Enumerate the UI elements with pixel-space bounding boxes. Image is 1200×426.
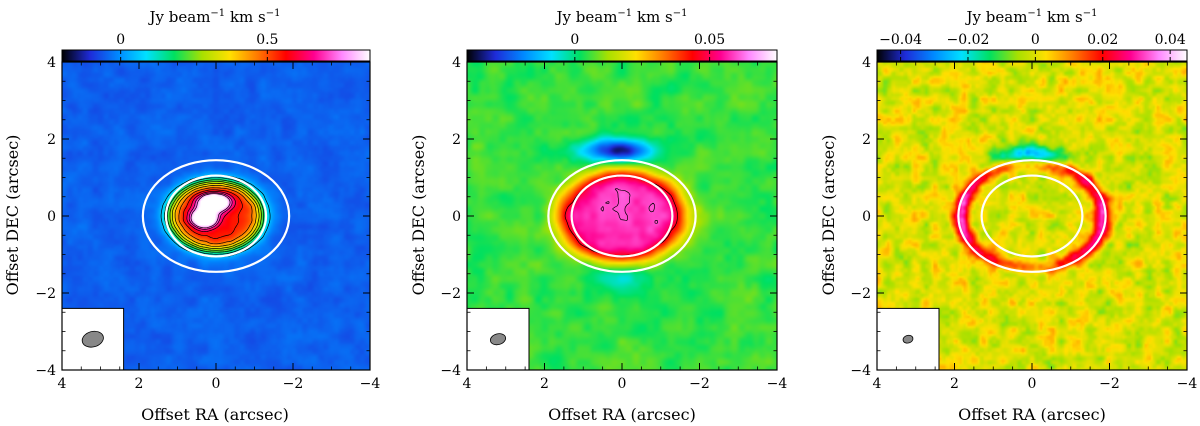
x-tick-label: −4 [360,376,381,392]
y-tick-label: 4 [47,55,56,71]
x-tick-label: 0 [1028,376,1037,392]
x-tick-label: −2 [689,376,710,392]
x-tick-label: 4 [873,376,882,392]
y-tick-label: −4 [35,363,56,379]
y-tick-label: 2 [862,132,871,148]
colorbar [876,49,1188,62]
x-tick-label: −2 [283,376,304,392]
annulus-ellipse-0 [957,159,1107,273]
svg-text:Jy beam−1 km s−1: Jy beam−1 km s−1 [965,8,1098,26]
colorbar-tick-label: 0.5 [256,32,278,48]
beam-ellipse [902,334,914,344]
colorbar [466,49,778,62]
x-tick-label: 4 [58,376,67,392]
colorbar-tick-label: 0 [570,32,579,48]
y-tick-label: −2 [850,286,871,302]
x-tick-label: 2 [135,376,144,392]
colorbar-title: Jy beam−1 km s−1 [148,8,281,26]
svg-text:Jy beam−1 km s−1: Jy beam−1 km s−1 [148,8,281,26]
panel-middle: Jy beam−1 km s−1 Offset RA (arcsec) Offs… [409,8,787,424]
colorbar-tick-label: −0.04 [879,32,922,48]
annulus-ellipse-1 [164,174,268,258]
annulus-ellipse-1 [980,174,1084,258]
y-tick-label: −4 [850,363,871,379]
beam-ellipse [81,330,104,348]
x-axis-label: Offset RA (arcsec) [548,405,696,424]
y-tick-label: 2 [47,132,56,148]
y-axis-label: Offset DEC (arcsec) [409,135,428,296]
x-tick-label: −4 [767,376,788,392]
y-tick-label: −4 [440,363,461,379]
colorbar-tick-label: 0 [116,32,125,48]
panel-left: Jy beam−1 km s−1 Offset RA (arcsec) Offs… [3,8,380,424]
contour-level-4 [172,183,260,249]
y-tick-label: 0 [47,209,56,225]
beam-ellipse [489,333,507,346]
x-tick-label: 2 [540,376,549,392]
x-tick-label: 0 [212,376,221,392]
colorbar-tick-label: 0 [1031,32,1040,48]
contour-level-1 [600,188,658,224]
annulus-ellipse-1 [570,174,674,258]
y-tick-label: 2 [452,132,461,148]
y-tick-label: −2 [440,286,461,302]
y-axis-label: Offset DEC (arcsec) [819,135,838,296]
x-axis-label: Offset RA (arcsec) [958,405,1106,424]
contour-level-3 [169,181,262,251]
panel-right: Jy beam−1 km s−1 Offset RA (arcsec) Offs… [819,8,1197,424]
x-axis-label: Offset RA (arcsec) [141,405,289,424]
svg-text:Jy beam−1 km s−1: Jy beam−1 km s−1 [555,8,688,26]
contour-level-6 [178,187,253,245]
y-axis-label: Offset DEC (arcsec) [3,135,22,296]
colorbar [61,49,371,62]
contour-level-5 [174,185,257,247]
contour-level-8 [186,191,236,232]
y-tick-label: 0 [862,209,871,225]
y-tick-label: 4 [452,55,461,71]
y-tick-label: 0 [452,209,461,225]
colorbar-tick-label: 0.05 [694,32,725,48]
colorbar-title: Jy beam−1 km s−1 [965,8,1098,26]
colorbar-tick-label: 0.02 [1087,32,1118,48]
contour-level-7 [182,189,243,239]
colorbar-tick-label: −0.02 [947,32,990,48]
x-tick-label: −4 [1177,376,1198,392]
contour-level-2 [167,179,265,253]
x-tick-label: 2 [950,376,959,392]
annulus-ellipse-0 [547,159,697,273]
y-tick-label: 4 [862,55,871,71]
x-tick-label: 4 [463,376,472,392]
y-tick-label: −2 [35,286,56,302]
annulus-ellipse-0 [141,159,291,273]
colorbar-tick-label: 0.04 [1155,32,1186,48]
x-tick-label: 0 [618,376,627,392]
x-tick-label: −2 [1099,376,1120,392]
colorbar-title: Jy beam−1 km s−1 [555,8,688,26]
contour-level-10 [190,193,231,229]
contour-level-9 [188,192,233,230]
